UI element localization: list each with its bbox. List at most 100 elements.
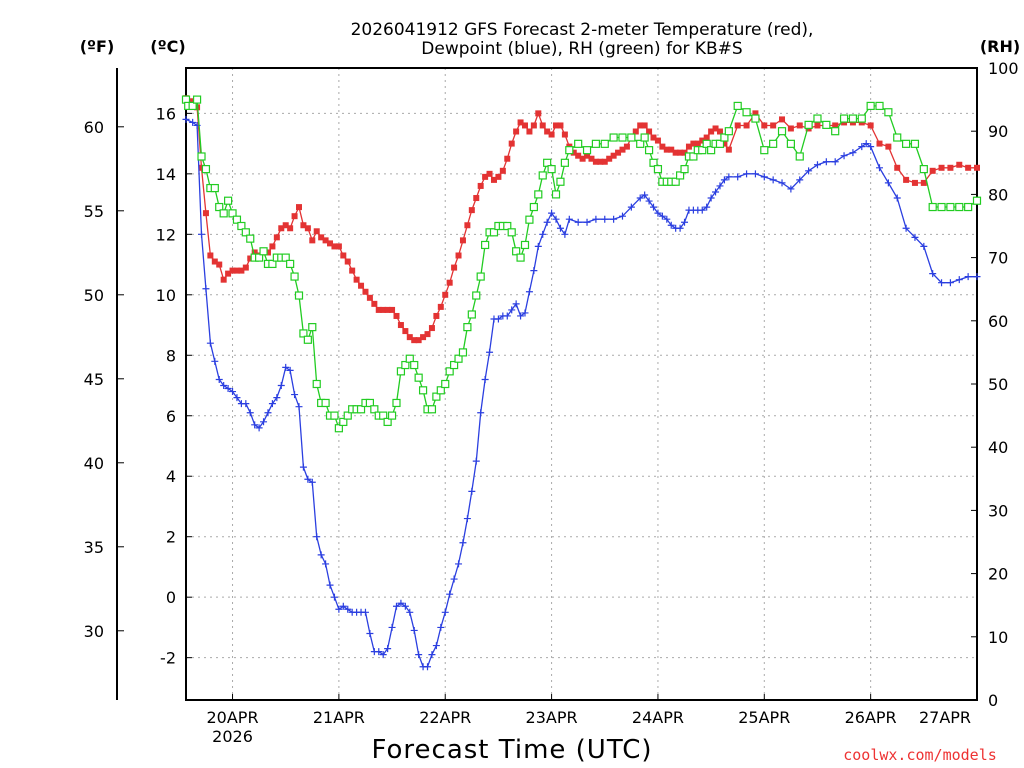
rh-point xyxy=(972,196,982,205)
rh-point xyxy=(866,101,875,111)
rh-point xyxy=(937,202,946,212)
dewpoint-point xyxy=(361,608,369,616)
dewpoint-point xyxy=(286,366,294,374)
dewpoint-point xyxy=(574,218,582,226)
c-tick-label: 0 xyxy=(166,588,176,607)
dewpoint-series xyxy=(182,115,981,671)
temperature-point xyxy=(685,143,692,150)
dewpoint-point xyxy=(525,288,533,296)
rh-point xyxy=(215,202,224,212)
x-tick-label: 21APR xyxy=(313,708,365,727)
dewpoint-point xyxy=(618,212,626,220)
temperature-point xyxy=(787,125,794,132)
rh-point xyxy=(458,348,468,357)
dewpoint-point xyxy=(392,602,400,610)
temperature-point xyxy=(393,312,400,319)
temperature-point xyxy=(929,167,936,174)
dewpoint-point xyxy=(751,170,759,178)
rh-point xyxy=(600,139,609,148)
temperature-point xyxy=(659,143,666,150)
dewpoint-point xyxy=(384,645,392,653)
rh-point xyxy=(884,108,893,117)
rh-point xyxy=(414,373,423,382)
rh-point xyxy=(653,165,663,174)
temperature-point xyxy=(561,131,568,138)
credit-link[interactable]: coolwx.com/models xyxy=(843,746,997,764)
dewpoint-point xyxy=(486,348,494,356)
temperature-point xyxy=(504,155,511,162)
temperature-point xyxy=(446,279,453,286)
dewpoint-point xyxy=(946,279,954,287)
temperature-point xyxy=(499,167,506,174)
c-tick-label: 2 xyxy=(166,528,176,547)
c-tick-label: 8 xyxy=(166,346,176,365)
x-tick-label: 25APR xyxy=(738,708,790,727)
rh-point xyxy=(910,139,920,148)
rh-point xyxy=(334,424,343,433)
dewpoint-point xyxy=(725,173,733,181)
temperature-point xyxy=(211,258,218,265)
temperature-point xyxy=(938,164,945,171)
temperature-point xyxy=(579,155,586,162)
rh-point xyxy=(777,127,787,136)
rh-point xyxy=(192,95,202,104)
rh-unit-label: (RH) xyxy=(980,37,1020,56)
dewpoint-point xyxy=(831,158,839,166)
temperature-point xyxy=(699,137,706,144)
temperature-point xyxy=(229,267,236,274)
dewpoint-point xyxy=(862,140,870,148)
dewpoint-point xyxy=(441,608,449,616)
celsius-unit-label: (ºC) xyxy=(150,37,185,56)
rh-point xyxy=(813,114,822,123)
rh-point xyxy=(560,158,569,167)
rh-point xyxy=(720,133,729,142)
rh-point xyxy=(538,171,547,180)
temperature-point xyxy=(641,122,648,129)
temperature-point xyxy=(371,300,378,307)
rh-point xyxy=(228,209,237,218)
rh-point xyxy=(472,291,481,300)
temperature-point xyxy=(903,176,910,183)
temperature-point xyxy=(437,303,444,310)
dewpoint-point xyxy=(893,194,901,202)
temperature-point xyxy=(309,237,316,244)
dewpoint-point xyxy=(543,218,551,226)
dewpoint-point xyxy=(366,629,374,637)
rh-point xyxy=(702,139,711,148)
rh-point xyxy=(946,202,955,212)
temperature-point xyxy=(486,170,493,177)
dewpoint-point xyxy=(255,424,263,432)
rh-point xyxy=(875,101,884,111)
temperature-point xyxy=(273,234,280,241)
dewpoint-point xyxy=(556,224,564,232)
rh-point xyxy=(219,209,228,218)
temperature-point xyxy=(397,322,404,329)
temperature-point xyxy=(482,173,489,180)
rh-point xyxy=(427,405,437,414)
dewpoint-point xyxy=(601,215,609,223)
rh-point xyxy=(481,240,490,250)
temperature-point xyxy=(779,116,786,123)
rh-point xyxy=(392,398,401,408)
temperature-point xyxy=(522,122,528,129)
rh-point xyxy=(370,405,379,414)
temperature-point xyxy=(650,134,657,141)
dewpoint-point xyxy=(676,224,684,232)
dewpoint-point xyxy=(268,400,276,408)
rh-tick-label: 50 xyxy=(988,375,1008,394)
rh-point xyxy=(822,120,831,129)
dewpoint-point xyxy=(202,285,210,293)
dewpoint-point xyxy=(641,191,649,199)
temperature-point xyxy=(712,125,719,132)
temperature-point xyxy=(530,122,537,129)
rh-point xyxy=(795,152,804,161)
temperature-point xyxy=(375,306,382,313)
rh-point xyxy=(445,367,454,376)
dewpoint-point xyxy=(330,593,338,601)
temperature-point xyxy=(557,122,564,129)
temperature-point xyxy=(770,122,777,129)
rh-tick-label: 70 xyxy=(988,249,1008,268)
rh-point xyxy=(312,379,321,389)
dewpoint-point xyxy=(503,312,511,320)
f-tick-label: 55 xyxy=(84,202,104,221)
